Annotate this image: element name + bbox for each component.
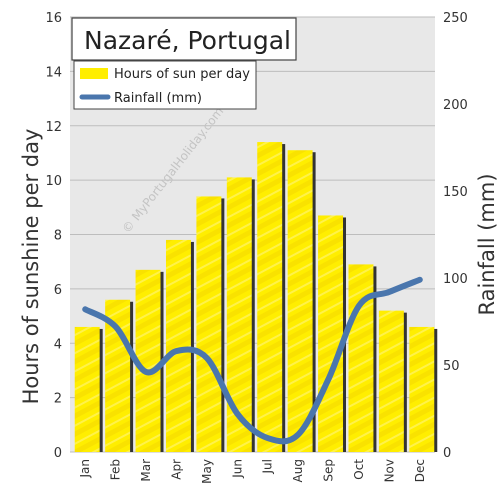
x-tick-apr: Apr: [169, 459, 183, 480]
bar-jan: [74, 326, 100, 452]
left-tick-3: 6: [54, 283, 62, 298]
left-tick-7: 14: [45, 65, 62, 80]
x-tick-aug: Aug: [291, 459, 305, 482]
x-tick-jun: Jun: [230, 459, 244, 479]
x-tick-jan: Jan: [78, 459, 92, 479]
left-tick-8: 16: [45, 11, 62, 26]
left-tick-5: 10: [45, 174, 62, 189]
chart-title: Nazaré, Portugal: [84, 26, 291, 55]
left-tick-6: 12: [45, 120, 62, 135]
bar-jul: [257, 142, 283, 452]
bar-jun: [226, 177, 252, 452]
bar-may: [196, 196, 222, 452]
bar-apr: [165, 239, 191, 452]
rainfall-line-path: [82, 276, 423, 445]
bar-sep: [318, 215, 344, 452]
right-tick-0: 0: [443, 446, 451, 461]
left-axis-ticks: 0 2 4 6 8 10 12 14 16: [45, 11, 62, 461]
right-tick-4: 200: [443, 98, 468, 113]
bar-dec: [409, 326, 435, 452]
x-tick-dec: Dec: [413, 459, 427, 482]
right-axis-ticks: 0 50 100 150 200 250: [443, 11, 468, 461]
x-tick-oct: Oct: [352, 459, 366, 480]
right-tick-2: 100: [443, 272, 468, 287]
left-tick-0: 0: [54, 446, 62, 461]
chart-title-box: Nazaré, Portugal: [71, 17, 297, 61]
x-tick-nov: Nov: [382, 459, 396, 482]
x-axis-ticks: Jan Feb Mar Apr May Jun Jul Aug Sep Oct Nov Dec: [78, 459, 427, 484]
legend: Hours of sun per day Rainfall (mm): [73, 60, 257, 110]
x-tick-may: May: [200, 459, 214, 484]
right-tick-1: 50: [443, 359, 460, 374]
bar-oct: [348, 264, 374, 452]
x-tick-sep: Sep: [322, 459, 336, 482]
x-tick-mar: Mar: [139, 459, 153, 482]
y-axis-label-sunshine: Hours of sunshine per day: [19, 129, 43, 405]
left-tick-1: 2: [54, 392, 62, 407]
legend-label-rainfall: Rainfall (mm): [114, 91, 202, 106]
x-tick-jul: Jul: [261, 459, 275, 474]
bar-aug: [287, 150, 313, 452]
sunshine-bars: [74, 142, 438, 452]
left-tick-4: 8: [54, 229, 62, 244]
right-tick-3: 150: [443, 185, 468, 200]
title-frame: [71, 17, 297, 61]
rainfall-line: [82, 276, 423, 445]
x-tick-feb: Feb: [109, 459, 123, 480]
legend-swatch-sunshine: [80, 68, 108, 79]
bar-nov: [378, 310, 404, 452]
legend-label-sunshine: Hours of sun per day: [114, 67, 250, 82]
right-tick-5: 250: [443, 11, 468, 26]
left-tick-2: 4: [54, 337, 62, 352]
y-axis-label-rainfall: Rainfall (mm): [475, 173, 499, 315]
